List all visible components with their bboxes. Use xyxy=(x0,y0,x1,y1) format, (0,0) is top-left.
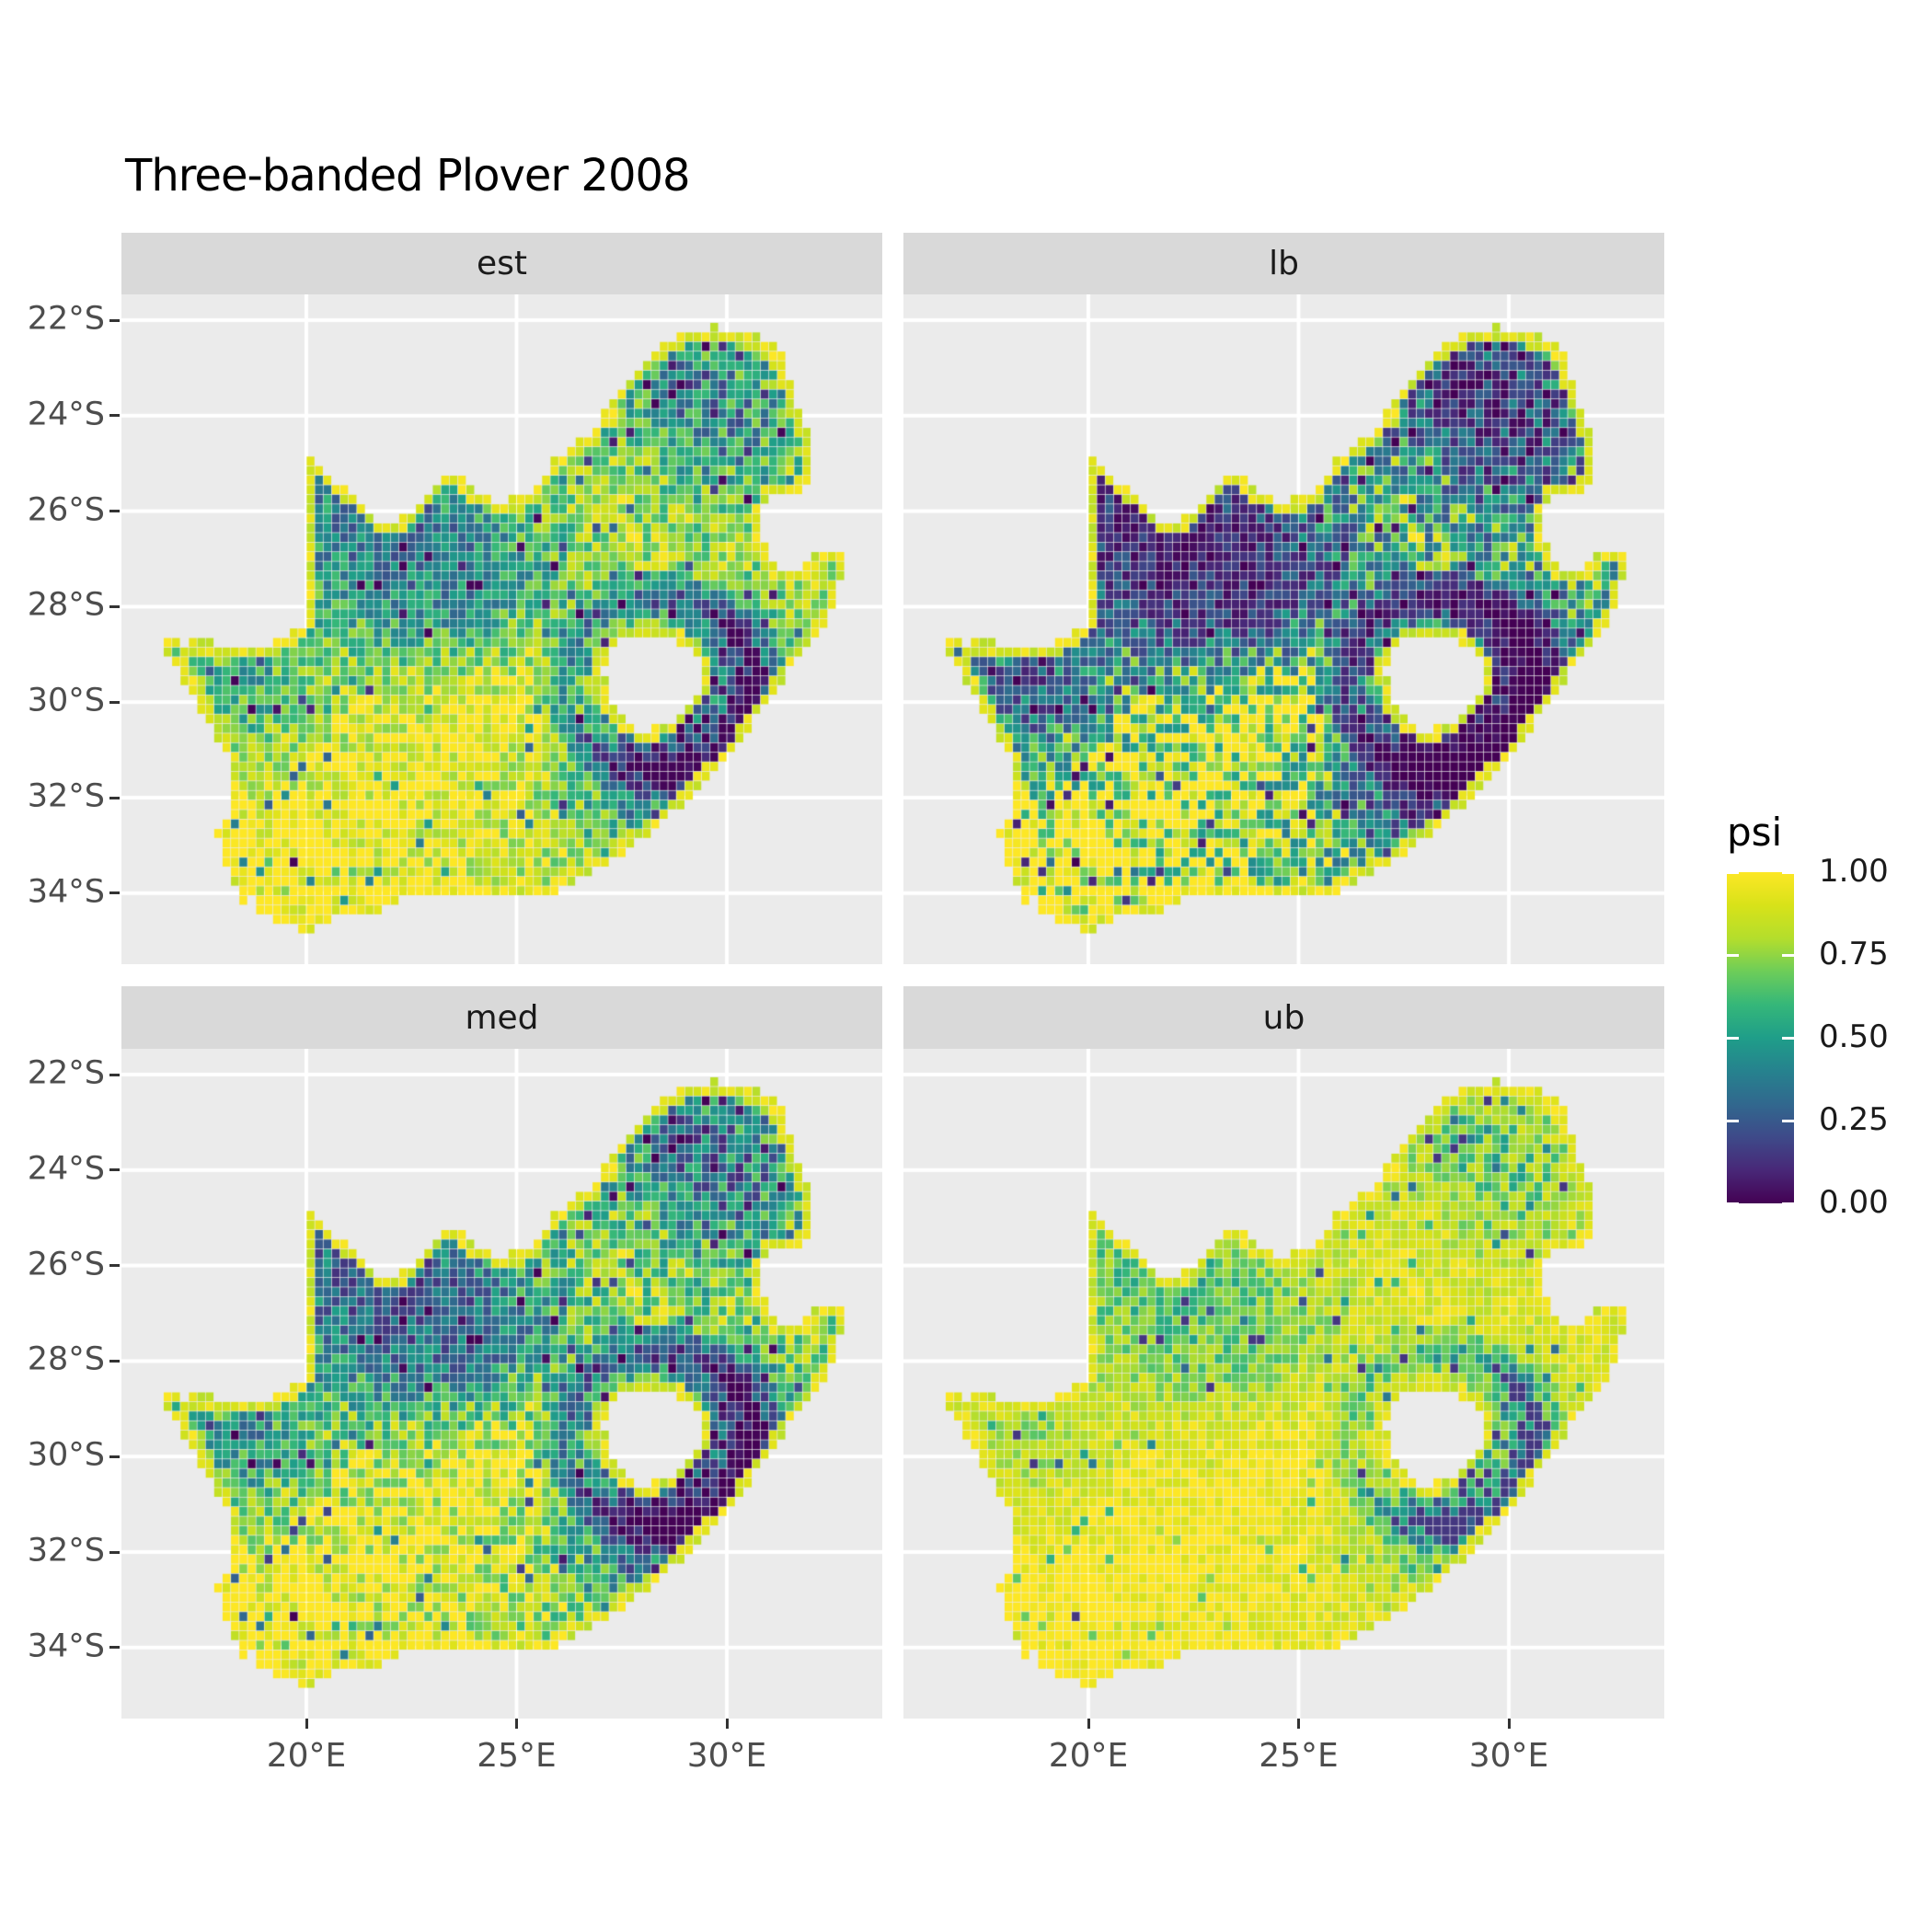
map-canvas-est xyxy=(121,294,882,964)
legend-tick-label: 0.75 xyxy=(1819,936,1889,973)
y-tick-mark xyxy=(109,1455,120,1458)
map-panel-med xyxy=(121,1049,882,1719)
legend-tick-label: 0.50 xyxy=(1819,1018,1889,1056)
x-tick-label: 30°E xyxy=(1468,1737,1549,1775)
y-tick-label: 30°S xyxy=(27,1436,105,1474)
facet-strip-label-ub: ub xyxy=(1262,998,1305,1037)
facet-strip-ub: ub xyxy=(903,986,1664,1049)
facet-strip-label-lb: lb xyxy=(1269,245,1299,282)
legend-tick-mark xyxy=(1727,1202,1739,1205)
y-tick-label: 32°S xyxy=(27,1532,105,1570)
legend-tick-label: 0.25 xyxy=(1819,1101,1889,1139)
y-tick-mark xyxy=(109,1168,120,1172)
y-tick-mark xyxy=(109,510,120,513)
x-tick-label: 25°E xyxy=(1259,1737,1339,1775)
facet-strip-label-med: med xyxy=(465,998,539,1037)
x-tick-mark xyxy=(515,1719,518,1729)
y-tick-label: 26°S xyxy=(27,490,105,528)
map-canvas-lb xyxy=(903,294,1664,964)
map-panel-est xyxy=(121,294,882,964)
y-tick-mark xyxy=(109,796,120,799)
map-panel-ub xyxy=(903,1049,1664,1719)
map-canvas-ub xyxy=(903,1049,1664,1719)
legend-tick-mark xyxy=(1727,953,1739,957)
x-tick-label: 25°E xyxy=(477,1737,557,1775)
y-tick-mark xyxy=(109,1073,120,1076)
legend-tick-mark xyxy=(1782,1202,1794,1205)
y-tick-label: 32°S xyxy=(27,777,105,815)
y-tick-label: 34°S xyxy=(27,873,105,911)
legend-tick-mark xyxy=(1782,1119,1794,1122)
y-tick-mark xyxy=(109,891,120,895)
y-tick-label: 22°S xyxy=(27,1054,105,1092)
x-tick-label: 20°E xyxy=(266,1737,347,1775)
x-tick-mark xyxy=(725,1719,729,1729)
y-tick-label: 28°S xyxy=(27,1340,105,1378)
map-canvas-med xyxy=(121,1049,882,1719)
y-tick-label: 34°S xyxy=(27,1627,105,1665)
y-tick-mark xyxy=(109,318,120,322)
y-tick-label: 24°S xyxy=(27,396,105,433)
y-tick-label: 26°S xyxy=(27,1245,105,1282)
y-tick-mark xyxy=(109,700,120,704)
plot-title: Three-banded Plover 2008 xyxy=(125,150,691,201)
x-tick-label: 20°E xyxy=(1048,1737,1129,1775)
y-tick-mark xyxy=(109,604,120,608)
legend-tick-mark xyxy=(1782,953,1794,957)
facet-strip-med: med xyxy=(121,986,882,1049)
y-tick-mark xyxy=(109,1550,120,1554)
legend-tick-mark xyxy=(1782,870,1794,874)
y-tick-mark xyxy=(109,1646,120,1650)
y-tick-label: 22°S xyxy=(27,300,105,338)
legend-tick-mark xyxy=(1727,1119,1739,1122)
y-tick-label: 28°S xyxy=(27,586,105,624)
legend-tick-mark xyxy=(1727,1036,1739,1040)
y-tick-mark xyxy=(109,414,120,418)
facet-strip-lb: lb xyxy=(903,233,1664,294)
legend-tick-mark xyxy=(1727,870,1739,874)
legend-title: psi xyxy=(1727,810,1783,855)
legend-tick-label: 1.00 xyxy=(1819,853,1889,891)
x-tick-label: 30°E xyxy=(686,1737,767,1775)
x-tick-mark xyxy=(305,1719,308,1729)
x-tick-mark xyxy=(1507,1719,1511,1729)
y-tick-label: 30°S xyxy=(27,682,105,719)
y-tick-label: 24°S xyxy=(27,1150,105,1188)
y-tick-mark xyxy=(109,1264,120,1268)
map-panel-lb xyxy=(903,294,1664,964)
facet-strip-label-est: est xyxy=(476,245,528,282)
legend-tick-mark xyxy=(1782,1036,1794,1040)
y-tick-mark xyxy=(109,1359,120,1363)
x-tick-mark xyxy=(1297,1719,1300,1729)
facet-strip-est: est xyxy=(121,233,882,294)
x-tick-mark xyxy=(1087,1719,1090,1729)
legend-tick-label: 0.00 xyxy=(1819,1184,1889,1222)
